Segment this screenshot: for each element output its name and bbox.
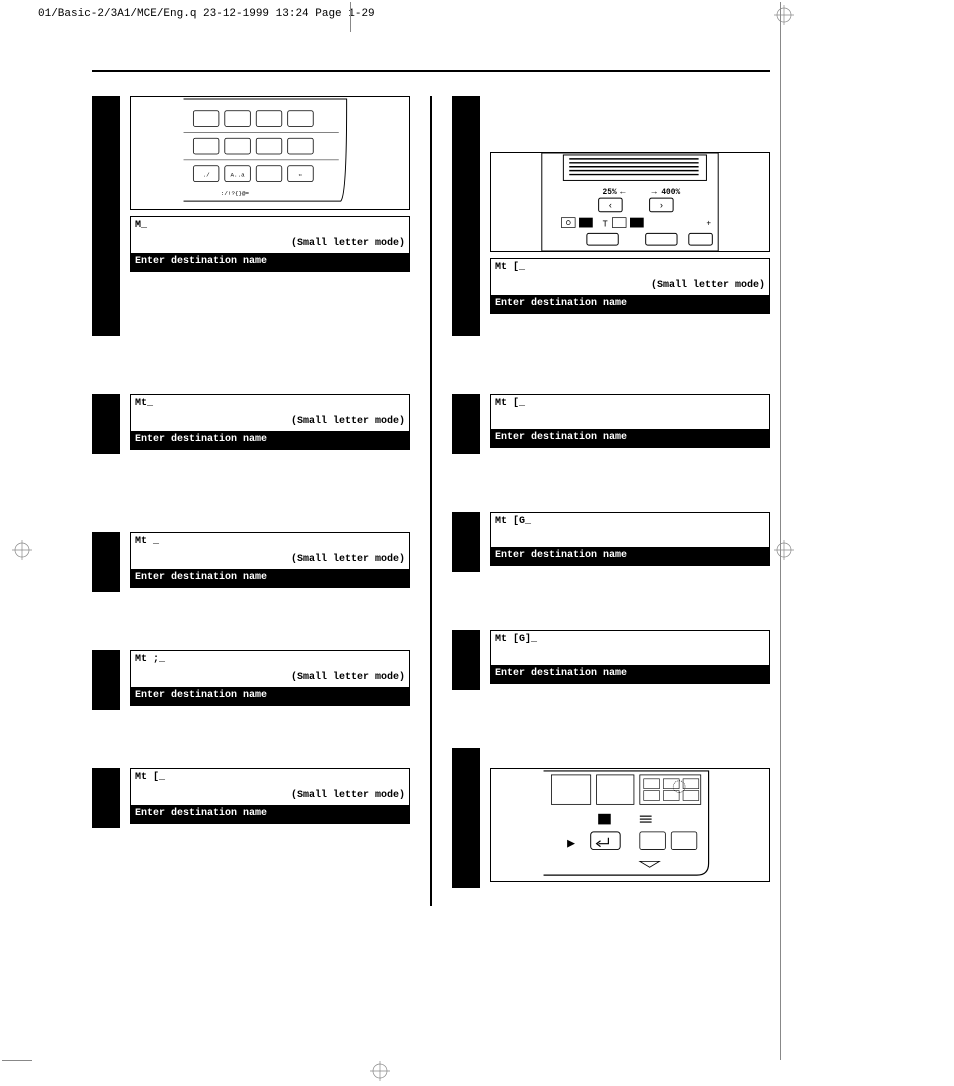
right-column: 25% ← → 400% ‹ › <box>452 96 770 906</box>
lcd-line2: (Small letter mode) <box>131 787 409 805</box>
lcd-display: Mt [_ (Small letter mode) Enter destinat… <box>490 258 770 314</box>
lcd-display: M_ (Small letter mode) Enter destination… <box>130 216 410 272</box>
zoom-panel-illustration: 25% ← → 400% ‹ › <box>490 152 770 252</box>
page-meta-header: 01/Basic-2/3A1/MCE/Eng.q 23-12-1999 13:2… <box>38 8 375 20</box>
step-number-icon <box>92 532 120 592</box>
step-block: Mt [_ (Small letter mode) Enter destinat… <box>92 768 410 828</box>
lcd-line2: (Small letter mode) <box>491 277 769 295</box>
svg-text:./: ./ <box>203 172 211 179</box>
step-block: Mt [_ Enter destination name <box>452 394 770 454</box>
svg-text:›: › <box>659 201 664 211</box>
lcd-line1: Mt [G]_ <box>491 631 769 649</box>
step-number-icon <box>452 748 480 888</box>
lcd-line3: Enter destination name <box>131 569 409 587</box>
step-block: 25% ← → 400% ‹ › <box>452 96 770 336</box>
lcd-display: Mt [G]_ Enter destination name <box>490 630 770 684</box>
step-number-icon <box>92 96 120 336</box>
page-frame: ./ A..a ⇐ :/!?{}@= M_ (Small letter mode… <box>32 30 780 1056</box>
lcd-display: Mt [_ (Small letter mode) Enter destinat… <box>130 768 410 824</box>
guide-line <box>350 2 351 32</box>
lcd-line2 <box>491 649 769 665</box>
step-block: Mt _ (Small letter mode) Enter destinati… <box>92 532 410 592</box>
svg-text:+: + <box>706 220 711 229</box>
crop-mark-icon <box>774 5 794 25</box>
crop-mark-icon <box>370 1061 390 1081</box>
guide-line <box>2 1060 32 1061</box>
lcd-display: Mt [G_ Enter destination name <box>490 512 770 566</box>
lcd-display: Mt _ (Small letter mode) Enter destinati… <box>130 532 410 588</box>
lcd-line3: Enter destination name <box>131 431 409 449</box>
lcd-line1: Mt _ <box>131 533 409 551</box>
lcd-line1: Mt [G_ <box>491 513 769 531</box>
step-block: Mt_ (Small letter mode) Enter destinatio… <box>92 394 410 454</box>
column-divider <box>430 96 432 906</box>
lcd-line3: Enter destination name <box>131 253 409 271</box>
lcd-display: Mt [_ Enter destination name <box>490 394 770 448</box>
lcd-line3: Enter destination name <box>491 295 769 313</box>
lcd-line2 <box>491 413 769 429</box>
step-block: ./ A..a ⇐ :/!?{}@= M_ (Small letter mode… <box>92 96 410 336</box>
step-number-icon <box>92 394 120 454</box>
lcd-line1: Mt [_ <box>491 259 769 277</box>
control-panel-illustration <box>490 768 770 882</box>
step-block: Mt [G_ Enter destination name <box>452 512 770 572</box>
lcd-line1: Mt [_ <box>491 395 769 413</box>
step-number-icon <box>452 394 480 454</box>
lcd-line1: Mt [_ <box>131 769 409 787</box>
svg-text:⇐: ⇐ <box>299 172 303 179</box>
top-rule <box>92 70 770 72</box>
two-column-layout: ./ A..a ⇐ :/!?{}@= M_ (Small letter mode… <box>92 96 770 906</box>
zoom-max-label: 400% <box>661 188 680 197</box>
lcd-line3: Enter destination name <box>491 547 769 565</box>
step-number-icon <box>452 630 480 690</box>
lcd-line3: Enter destination name <box>131 805 409 823</box>
lcd-line2 <box>491 531 769 547</box>
svg-text:T: T <box>603 220 608 230</box>
svg-text:→: → <box>652 187 658 197</box>
lcd-line2: (Small letter mode) <box>131 669 409 687</box>
zoom-min-label: 25% <box>603 188 617 197</box>
lcd-line2: (Small letter mode) <box>131 551 409 569</box>
guide-line <box>780 2 781 1060</box>
svg-text::/!?{}@=: :/!?{}@= <box>221 190 250 197</box>
step-number-icon <box>92 650 120 710</box>
step-block <box>452 748 770 888</box>
lcd-line3: Enter destination name <box>491 665 769 683</box>
crop-mark-icon <box>12 540 32 560</box>
lcd-line3: Enter destination name <box>131 687 409 705</box>
lcd-line1: Mt ;_ <box>131 651 409 669</box>
lcd-line2: (Small letter mode) <box>131 235 409 253</box>
lcd-line3: Enter destination name <box>491 429 769 447</box>
step-block: Mt ;_ (Small letter mode) Enter destinat… <box>92 650 410 710</box>
lcd-display: Mt ;_ (Small letter mode) Enter destinat… <box>130 650 410 706</box>
step-number-icon <box>452 512 480 572</box>
lcd-display: Mt_ (Small letter mode) Enter destinatio… <box>130 394 410 450</box>
svg-text:←: ← <box>620 187 626 197</box>
svg-text:A..a: A..a <box>231 172 246 179</box>
lcd-line1: Mt_ <box>131 395 409 413</box>
step-number-icon <box>452 96 480 336</box>
lcd-line2: (Small letter mode) <box>131 413 409 431</box>
step-number-icon <box>92 768 120 828</box>
step-block: Mt [G]_ Enter destination name <box>452 630 770 690</box>
left-column: ./ A..a ⇐ :/!?{}@= M_ (Small letter mode… <box>92 96 410 906</box>
lcd-line1: M_ <box>131 217 409 235</box>
keyboard-illustration: ./ A..a ⇐ :/!?{}@= <box>130 96 410 210</box>
svg-text:‹: ‹ <box>608 201 613 211</box>
